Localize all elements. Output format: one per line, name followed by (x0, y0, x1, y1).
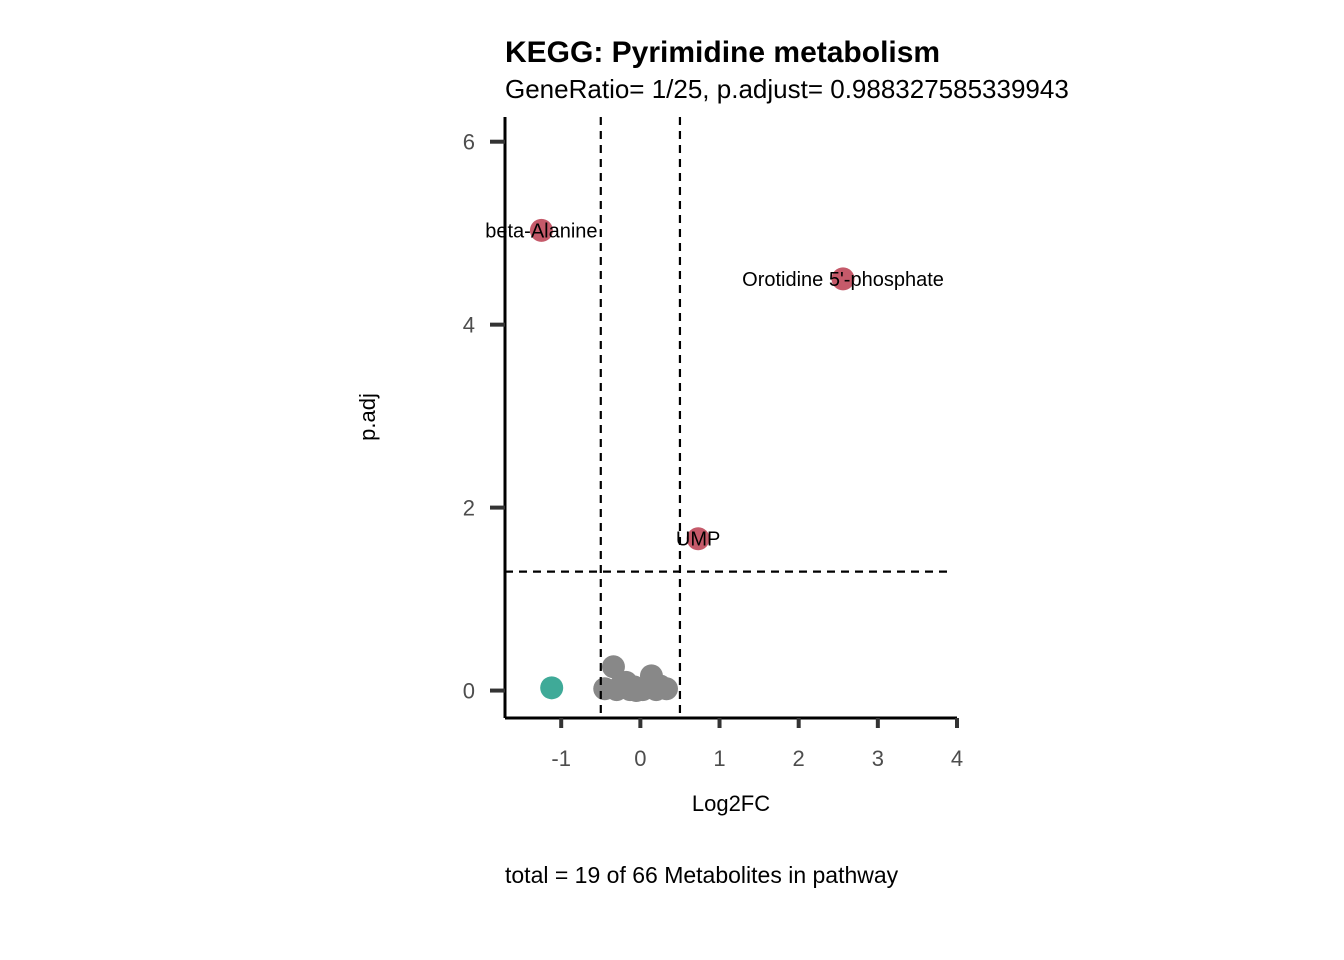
y-axis-label: p.adj (355, 393, 380, 441)
plot-area: beta-Alanine Orotidine 5'-phosphate UMP -1 0… (463, 117, 963, 771)
x-tick-label: 0 (634, 746, 646, 771)
data-point-ns (622, 675, 646, 699)
chart-title: KEGG: Pyrimidine metabolism (505, 36, 940, 69)
point-label: beta-Alanine (485, 220, 597, 242)
y-tick-label: 0 (463, 679, 475, 704)
y-tick-label: 6 (463, 130, 475, 155)
x-tick-label: 4 (951, 746, 963, 771)
data-point-up (831, 267, 855, 291)
data-point-ns (643, 671, 667, 695)
data-point-ns (605, 678, 629, 702)
data-point-up (686, 527, 710, 551)
x-tick-label: -1 (551, 746, 571, 771)
point-label: UMP (676, 529, 720, 551)
chart-subtitle: GeneRatio= 1/25, p.adjust= 0.98832758533… (505, 74, 1069, 104)
x-tick-label: 1 (713, 746, 725, 771)
y-tick-label: 2 (463, 496, 475, 521)
chart-caption: total = 19 of 66 Metabolites in pathway (505, 862, 899, 888)
y-tick-label: 4 (463, 313, 475, 338)
data-point-down (540, 676, 564, 700)
data-point-up (529, 218, 553, 242)
point-label: Orotidine 5'-phosphate (742, 269, 944, 291)
x-tick-label: 2 (793, 746, 805, 771)
data-point-ns (601, 655, 625, 679)
x-tick-label: 3 (872, 746, 884, 771)
x-axis-label: Log2FC (692, 791, 770, 816)
